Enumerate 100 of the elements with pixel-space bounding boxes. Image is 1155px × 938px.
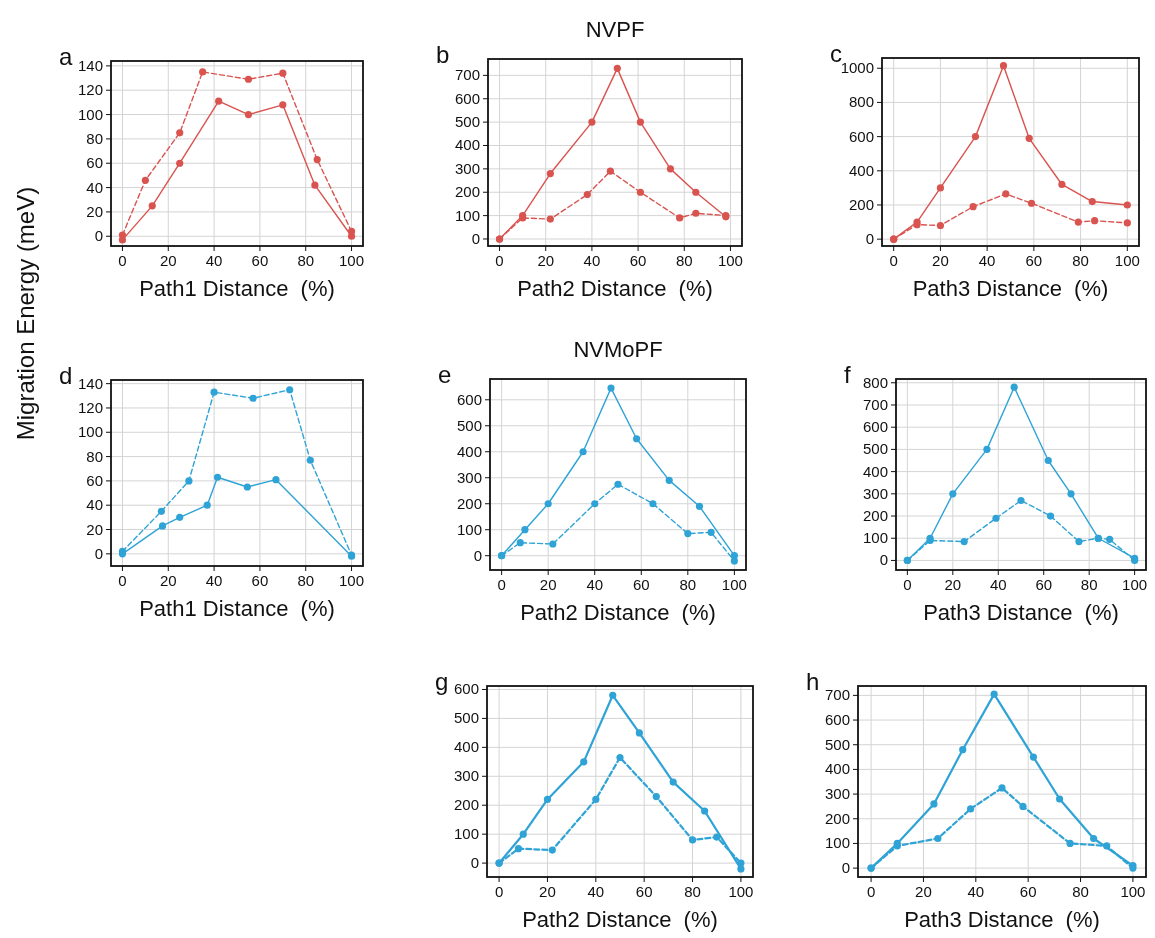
x-tick-label: 60 <box>251 572 269 589</box>
y-tick-label: 200 <box>453 796 479 814</box>
x-tick-label: 60 <box>629 252 647 269</box>
x-axis-title: Path3 Distance (%) <box>923 600 1119 625</box>
x-tick-label: 20 <box>944 576 962 593</box>
y-tick-label: 120 <box>77 398 103 416</box>
x-tick-label: 100 <box>1114 252 1140 269</box>
x-axis-title: Path1 Distance (%) <box>139 276 335 301</box>
x-tick-label: 40 <box>587 883 605 900</box>
y-tick-label: 500 <box>862 440 888 458</box>
x-tick-label: 100 <box>339 252 365 269</box>
y-tick-label: 400 <box>848 161 874 179</box>
y-tick-label: 0 <box>94 544 103 562</box>
x-tick-label: 40 <box>205 252 223 269</box>
y-tick-label: 300 <box>824 785 850 803</box>
y-tick-label: 100 <box>453 825 479 843</box>
y-tick-label: 100 <box>862 529 888 547</box>
x-axis-title: Path2 Distance (%) <box>517 276 713 301</box>
y-tick-label: 400 <box>862 462 888 480</box>
y-tick-label: 300 <box>862 484 888 502</box>
y-tick-label: 400 <box>456 442 482 460</box>
y-tick-label: 60 <box>86 471 103 489</box>
x-tick-label: 80 <box>679 576 697 593</box>
y-tick-label: 120 <box>77 81 103 99</box>
x-tick-label: 20 <box>915 883 932 900</box>
x-tick-label: 0 <box>118 572 127 589</box>
y-tick-label: 600 <box>862 418 888 436</box>
y-tick-label: 600 <box>456 390 482 408</box>
x-tick-label: 100 <box>721 576 747 593</box>
y-tick-label: 140 <box>77 374 103 392</box>
x-tick-label: 100 <box>339 572 365 589</box>
x-tick-label: 60 <box>635 883 653 900</box>
x-tick-label: 40 <box>978 252 996 269</box>
y-tick-label: 700 <box>862 395 888 413</box>
x-tick-label: 60 <box>1019 883 1037 900</box>
x-axis-title: Path2 Distance (%) <box>522 907 718 932</box>
text: d <box>59 362 73 389</box>
y-tick-label: 0 <box>470 854 479 872</box>
x-tick-label: 40 <box>583 252 601 269</box>
x-tick-label: 60 <box>632 576 650 593</box>
y-tick-label: 200 <box>824 809 850 827</box>
y-tick-label: 300 <box>453 767 479 785</box>
y-tick-label: 100 <box>77 423 103 441</box>
y-tick-label: 100 <box>454 206 480 224</box>
x-tick-label: 100 <box>1120 883 1146 900</box>
y-tick-label: 40 <box>86 178 103 196</box>
x-tick-label: 80 <box>1072 883 1089 900</box>
x-tick-label: 80 <box>675 252 693 269</box>
text: b <box>436 41 450 68</box>
y-tick-label: 0 <box>879 551 888 569</box>
y-tick-label: 0 <box>865 230 874 248</box>
x-tick-label: 40 <box>586 576 604 593</box>
x-axis-title: Path3 Distance (%) <box>912 276 1109 301</box>
y-tick-label: 100 <box>824 834 850 852</box>
y-tick-label: 20 <box>86 520 103 538</box>
x-tick-label: 40 <box>989 576 1007 593</box>
y-tick-label: 140 <box>77 56 103 74</box>
x-axis-title: Path3 Distance (%) <box>904 907 1100 932</box>
x-axis-title: Path1 Distance (%) <box>139 596 335 621</box>
x-tick-label: 100 <box>717 252 743 269</box>
y-tick-label: 0 <box>841 859 850 877</box>
y-tick-label: 100 <box>77 105 103 123</box>
x-tick-label: 20 <box>539 883 556 900</box>
x-tick-label: 60 <box>1025 252 1043 269</box>
y-tick-label: 800 <box>848 93 874 111</box>
x-tick-label: 0 <box>903 576 912 593</box>
x-tick-label: 0 <box>118 252 127 269</box>
y-tick-label: 500 <box>456 416 482 434</box>
y-tick-label: 400 <box>453 738 479 756</box>
y-tick-label: 800 <box>862 373 888 391</box>
y-tick-label: 600 <box>848 127 874 145</box>
x-tick-label: 20 <box>539 576 557 593</box>
y-tick-label: 500 <box>824 735 850 753</box>
x-tick-label: 60 <box>1035 576 1053 593</box>
y-tick-label: 0 <box>471 229 480 247</box>
y-tick-label: 600 <box>824 711 850 729</box>
chart-title: NVMoPF <box>573 337 663 362</box>
text: c <box>830 40 842 67</box>
y-tick-label: 200 <box>454 183 480 201</box>
y-tick-label: 20 <box>86 202 103 220</box>
x-tick-label: 80 <box>684 883 701 900</box>
text: a <box>59 43 73 70</box>
y-tick-label: 500 <box>454 113 480 131</box>
text: e <box>438 361 452 388</box>
text: g <box>435 668 449 695</box>
y-tick-label: 100 <box>456 520 482 538</box>
y-tick-label: 700 <box>454 66 480 84</box>
y-tick-label: 600 <box>453 680 479 698</box>
x-tick-label: 80 <box>297 252 315 269</box>
y-tick-label: 200 <box>862 507 888 525</box>
y-tick-label: 200 <box>848 195 874 213</box>
x-axis-title: Path2 Distance (%) <box>520 600 716 625</box>
y-tick-label: 40 <box>86 496 103 514</box>
y-tick-label: 400 <box>454 136 480 154</box>
x-tick-label: 80 <box>1072 252 1089 269</box>
y-tick-label: 200 <box>456 494 482 512</box>
x-tick-label: 20 <box>932 252 949 269</box>
x-tick-label: 0 <box>495 252 504 269</box>
x-tick-label: 80 <box>1080 576 1098 593</box>
y-tick-label: 700 <box>824 686 850 704</box>
